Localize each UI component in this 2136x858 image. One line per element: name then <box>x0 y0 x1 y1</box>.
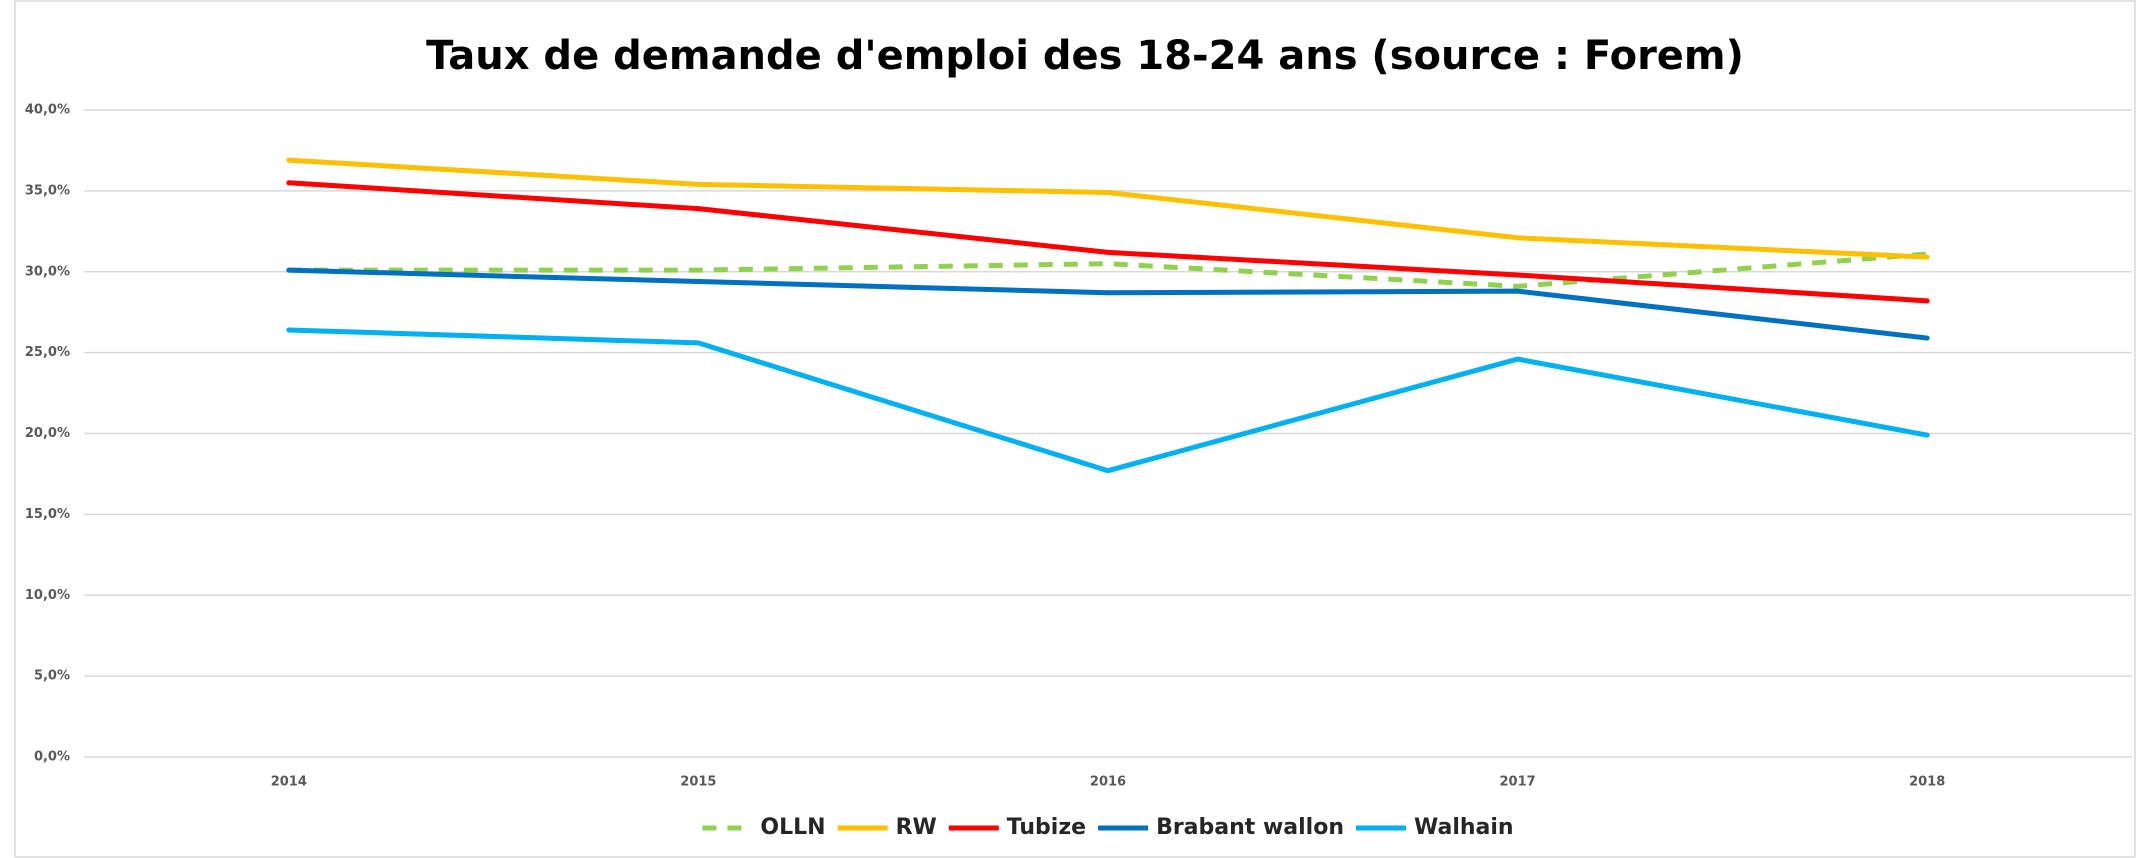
legend-label: Walhain <box>1414 815 1514 840</box>
legend-label: RW <box>896 815 937 840</box>
legend-label: OLLN <box>760 815 825 840</box>
y-tick-label: 0,0% <box>34 750 70 765</box>
series-line <box>286 180 1930 304</box>
y-tick-label: 40,0% <box>25 103 70 118</box>
series-line <box>286 327 1930 474</box>
y-tick-label: 35,0% <box>25 183 70 198</box>
legend-label: Tubize <box>1007 815 1086 840</box>
series-line <box>286 157 1930 260</box>
series-line <box>286 267 1930 341</box>
y-tick-label: 5,0% <box>34 669 70 684</box>
x-tick-label: 2018 <box>1909 775 1945 790</box>
x-tick-label: 2017 <box>1500 775 1536 790</box>
chart-border <box>14 0 2136 858</box>
y-tick-label: 25,0% <box>25 345 70 360</box>
y-tick-label: 10,0% <box>25 588 70 603</box>
legend-label: Brabant wallon <box>1156 815 1344 840</box>
chart-title: Taux de demande d'emploi des 18-24 ans (… <box>426 33 1744 79</box>
x-tick-label: 2015 <box>680 775 716 790</box>
x-tick-label: 2016 <box>1090 775 1126 790</box>
y-tick-label: 30,0% <box>25 264 70 279</box>
x-tick-label: 2014 <box>271 775 307 790</box>
y-tick-label: 15,0% <box>25 507 70 522</box>
y-tick-label: 20,0% <box>25 426 70 441</box>
